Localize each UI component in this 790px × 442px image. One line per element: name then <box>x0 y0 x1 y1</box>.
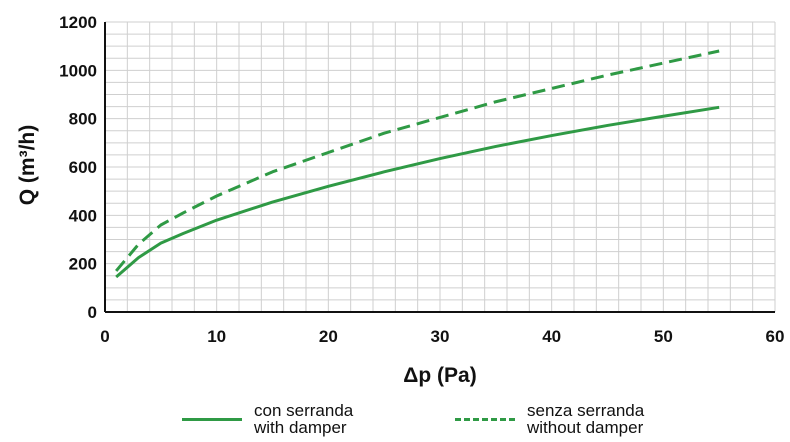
series-line-with-damper <box>115 105 720 279</box>
legend-with-damper-label: con serranda with damper <box>254 402 353 436</box>
y-tick-label: 800 <box>69 110 97 129</box>
axes <box>104 22 775 313</box>
x-axis-title: Δp (Pa) <box>403 364 476 387</box>
y-tick-label: 200 <box>69 255 97 274</box>
x-tick-label: 30 <box>431 327 450 346</box>
y-tick-labels: 0 200 400 600 800 1000 1200 <box>59 13 97 322</box>
chart: 0 10 20 30 40 50 60 0 200 400 600 800 1000 1200 Δp (… <box>16 13 784 387</box>
legend-without-damper-line2: without damper <box>527 418 644 437</box>
legend-with-damper-line1: con serranda <box>254 401 354 420</box>
legend-with-damper-line2: with damper <box>254 418 347 437</box>
legend-solid-swatch <box>182 417 242 421</box>
legend-dashed-swatch <box>455 417 515 421</box>
y-tick-label: 1200 <box>59 13 97 32</box>
series-lines <box>115 49 720 279</box>
grid <box>104 21 776 313</box>
x-tick-labels: 0 10 20 30 40 50 60 <box>100 327 784 346</box>
y-tick-label: 0 <box>88 303 97 322</box>
x-tick-label: 60 <box>766 327 785 346</box>
legend-without-damper-label: senza serranda without damper <box>527 402 644 436</box>
y-axis-title: Q (m³/h) <box>16 125 39 205</box>
legend-with-damper: con serranda with damper <box>182 402 353 436</box>
x-tick-label: 0 <box>100 327 109 346</box>
x-tick-label: 40 <box>542 327 561 346</box>
x-tick-label: 50 <box>654 327 673 346</box>
y-tick-label: 1000 <box>59 61 97 80</box>
legend-without-damper-line1: senza serranda <box>527 401 645 420</box>
legend-without-damper: senza serranda without damper <box>455 402 644 436</box>
y-tick-label: 400 <box>69 206 97 225</box>
x-tick-label: 10 <box>207 327 226 346</box>
y-tick-label: 600 <box>69 158 97 177</box>
x-tick-label: 20 <box>319 327 338 346</box>
series-line-without-damper <box>115 49 720 272</box>
